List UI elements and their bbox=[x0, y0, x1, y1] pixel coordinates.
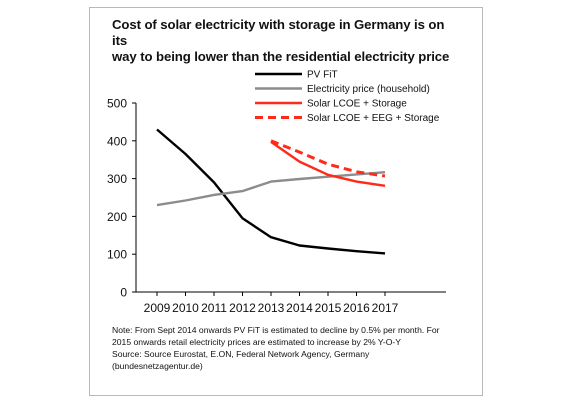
legend-label-pv-fit: PV FiT bbox=[307, 70, 338, 81]
legend: PV FiT Electricity price (household) Solar… bbox=[255, 70, 440, 124]
series-line-pv-fit bbox=[156, 128, 386, 255]
x-tick-label: 2016 bbox=[343, 301, 370, 315]
series-layer bbox=[156, 128, 386, 255]
chart-frame bbox=[89, 7, 483, 396]
y-tick-label: 100 bbox=[107, 248, 127, 262]
chart-title-line-1: Cost of solar electricity with storage i… bbox=[112, 17, 445, 48]
chart-title: Cost of solar electricity with storage i… bbox=[112, 17, 462, 65]
source-line-2: (bundesnetzagentur.de) bbox=[112, 361, 203, 371]
y-tick-label: 300 bbox=[107, 172, 127, 186]
x-tick-label: 2009 bbox=[144, 301, 171, 315]
series-line-solar-lcoe-storage bbox=[270, 140, 386, 187]
note-line-2: 2015 onwards retail electricity prices a… bbox=[112, 337, 401, 347]
x-tick-label: 2014 bbox=[286, 301, 313, 315]
chart-notes: Note: From Sept 2014 onwards PV FiT is e… bbox=[112, 324, 474, 372]
note-line-1: Note: From Sept 2014 onwards PV FiT is e… bbox=[112, 325, 440, 335]
x-tick-label: 2011 bbox=[201, 301, 227, 315]
y-tick-label: 500 bbox=[107, 97, 127, 111]
x-tick-label: 2012 bbox=[229, 301, 256, 315]
y-tick-label: 200 bbox=[107, 210, 127, 224]
x-tick-label: 2010 bbox=[172, 301, 199, 315]
y-tick-label: 400 bbox=[107, 134, 127, 148]
legend-label-electricity-price-household: Electricity price (household) bbox=[307, 84, 430, 95]
x-tick-label: 2013 bbox=[258, 301, 285, 315]
series-line-electricity-price-household bbox=[156, 171, 386, 207]
y-tick-label: 0 bbox=[120, 286, 127, 300]
legend-label-solar-lcoe-storage: Solar LCOE + Storage bbox=[307, 99, 407, 110]
source-line-1: Source: Source Eurostat, E.ON, Federal N… bbox=[112, 349, 370, 359]
chart-title-line-2: way to being lower than the residential … bbox=[112, 49, 450, 64]
x-tick-label: 2015 bbox=[315, 301, 342, 315]
axes: 0 100 200 300 400 500 2009 2010 2011 2012 2013 2014… bbox=[107, 97, 446, 315]
series-line-solar-lcoe-eeg-storage bbox=[270, 139, 386, 178]
legend-label-solar-lcoe-eeg-storage: Solar LCOE + EEG + Storage bbox=[307, 113, 440, 124]
x-tick-label: 2017 bbox=[372, 301, 399, 315]
